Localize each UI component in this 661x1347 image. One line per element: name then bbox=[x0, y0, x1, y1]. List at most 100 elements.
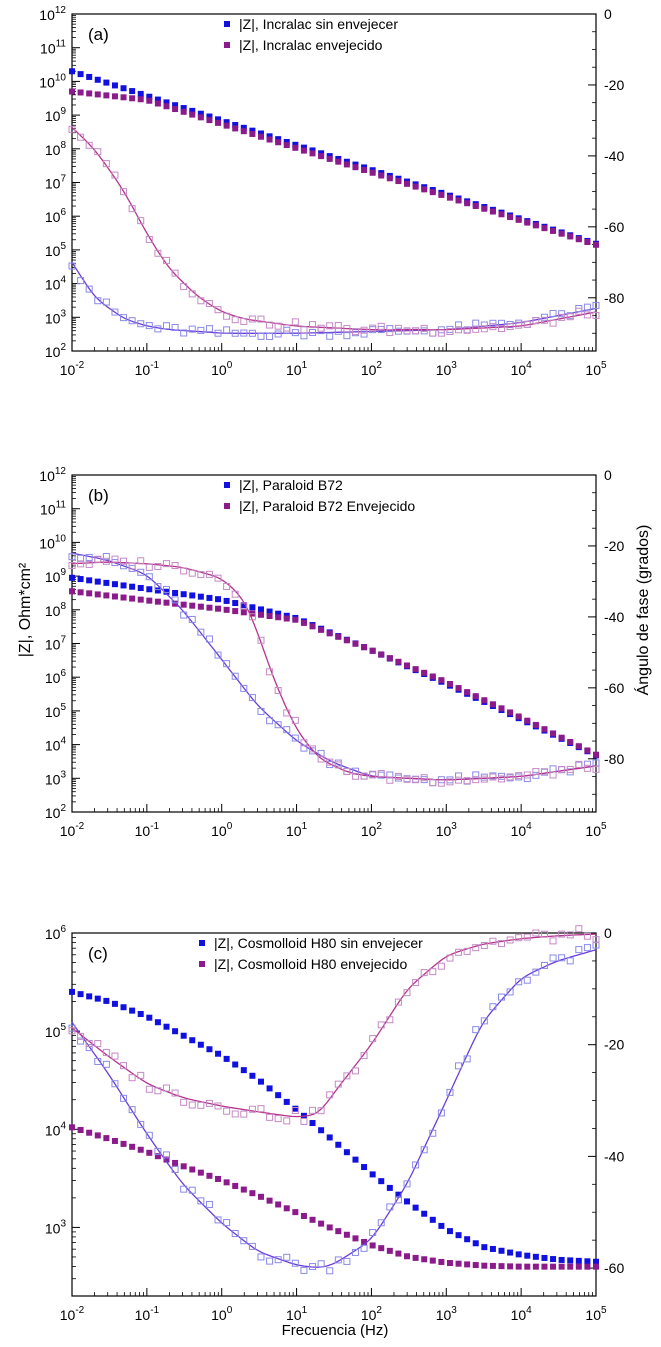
phase-point bbox=[360, 1052, 368, 1060]
x-tick-label: 10-1 bbox=[135, 360, 160, 378]
modulus-point bbox=[455, 685, 462, 692]
modulus-point bbox=[567, 738, 574, 745]
phase-point bbox=[111, 1080, 119, 1088]
phase-point bbox=[188, 1186, 196, 1194]
phase-point bbox=[188, 1101, 196, 1109]
y-axis-label-left: |Z|, Ohm*cm² bbox=[17, 562, 34, 657]
y-left-tick-label: 103 bbox=[45, 769, 67, 787]
modulus-point bbox=[541, 225, 548, 232]
y-left-tick-label: 109 bbox=[45, 106, 67, 124]
legend-label: |Z|, Cosmolloid H80 sin envejecer bbox=[214, 935, 423, 951]
modulus-point bbox=[266, 1085, 273, 1092]
modulus-point bbox=[103, 79, 110, 86]
y-left-tick-label: 104 bbox=[45, 275, 67, 293]
phase-point bbox=[214, 1102, 222, 1110]
modulus-point bbox=[129, 95, 136, 102]
modulus-point bbox=[352, 1156, 359, 1163]
phase-point bbox=[446, 778, 454, 786]
phase-point bbox=[111, 171, 119, 179]
modulus-point bbox=[343, 161, 350, 168]
modulus-point bbox=[421, 1210, 428, 1217]
phase-point bbox=[77, 133, 85, 141]
x-tick-label: 100 bbox=[211, 1305, 233, 1323]
phase-point bbox=[343, 1257, 351, 1265]
modulus-point bbox=[189, 592, 196, 599]
phase-point bbox=[197, 1197, 205, 1205]
phase-point bbox=[326, 332, 334, 340]
phase-point bbox=[343, 1072, 351, 1080]
modulus-point bbox=[77, 589, 84, 596]
phase-point bbox=[532, 929, 540, 937]
phase-point bbox=[188, 290, 196, 298]
phase-point bbox=[489, 1003, 497, 1011]
phase-point bbox=[334, 761, 342, 769]
modulus-point bbox=[240, 602, 247, 609]
modulus-point bbox=[257, 133, 264, 140]
phase-point bbox=[188, 325, 196, 333]
x-tick-label: 101 bbox=[286, 1305, 308, 1323]
phase-point bbox=[154, 583, 162, 591]
phase-point bbox=[549, 319, 557, 327]
modulus-point bbox=[455, 1260, 462, 1267]
phase-point bbox=[489, 773, 497, 781]
phase-point bbox=[94, 297, 102, 305]
legend-marker bbox=[224, 503, 230, 509]
phase-point bbox=[145, 1085, 153, 1093]
modulus-point bbox=[172, 600, 179, 607]
x-tick-label: 103 bbox=[436, 1305, 458, 1323]
phase-point bbox=[420, 774, 428, 782]
phase-point bbox=[386, 1016, 394, 1024]
modulus-point bbox=[137, 96, 144, 103]
modulus-point bbox=[404, 1198, 411, 1205]
modulus-point bbox=[515, 1263, 522, 1270]
phase-point bbox=[455, 1062, 463, 1070]
phase-point bbox=[317, 755, 325, 763]
phase-point bbox=[180, 567, 188, 575]
panel-b: 10-2 10-1 100 101 102 103 104 105 102 103 104 105 10… bbox=[39, 466, 624, 839]
phase-point bbox=[120, 314, 128, 322]
phase-point bbox=[592, 311, 600, 319]
phase-point bbox=[420, 969, 428, 977]
modulus-point bbox=[481, 1244, 488, 1251]
phase-point bbox=[540, 316, 548, 324]
modulus-point bbox=[567, 1263, 574, 1270]
phase-point bbox=[498, 775, 506, 783]
y-left-tick-label: 1010 bbox=[39, 72, 66, 90]
phase-point bbox=[300, 739, 308, 747]
panel-label: (c) bbox=[88, 944, 108, 963]
y-right-tick-label: -20 bbox=[604, 1037, 624, 1053]
modulus-point bbox=[455, 1232, 462, 1239]
phase-point bbox=[437, 1109, 445, 1117]
phase-point bbox=[369, 771, 377, 779]
phase-point bbox=[549, 309, 557, 317]
phase-point bbox=[532, 968, 540, 976]
phase-point bbox=[498, 319, 506, 327]
y-right-tick-label: -40 bbox=[604, 148, 624, 164]
phase-point bbox=[231, 590, 239, 598]
modulus-point bbox=[129, 1007, 136, 1014]
phase-point bbox=[257, 636, 265, 644]
modulus-point bbox=[464, 1236, 471, 1243]
phase-point bbox=[326, 1267, 334, 1275]
modulus-point bbox=[163, 588, 170, 595]
modulus-point bbox=[172, 1028, 179, 1035]
modulus-point bbox=[481, 697, 488, 704]
phase-point bbox=[472, 325, 480, 333]
phase-point bbox=[274, 322, 282, 330]
modulus-point bbox=[524, 219, 531, 226]
modulus-point bbox=[146, 93, 153, 100]
modulus-point bbox=[593, 1263, 599, 1270]
modulus-point bbox=[472, 1240, 479, 1247]
modulus-point bbox=[326, 1134, 333, 1141]
phase-point bbox=[68, 553, 76, 561]
modulus-point bbox=[223, 119, 230, 126]
modulus-point bbox=[558, 734, 565, 741]
modulus-point bbox=[481, 205, 488, 212]
modulus-point bbox=[111, 93, 118, 100]
phase-point bbox=[343, 325, 351, 333]
modulus-point bbox=[335, 1228, 342, 1235]
modulus-point bbox=[257, 606, 264, 613]
phase-point bbox=[317, 1107, 325, 1115]
x-tick-label: 10-1 bbox=[135, 821, 160, 839]
modulus-point bbox=[464, 1261, 471, 1268]
